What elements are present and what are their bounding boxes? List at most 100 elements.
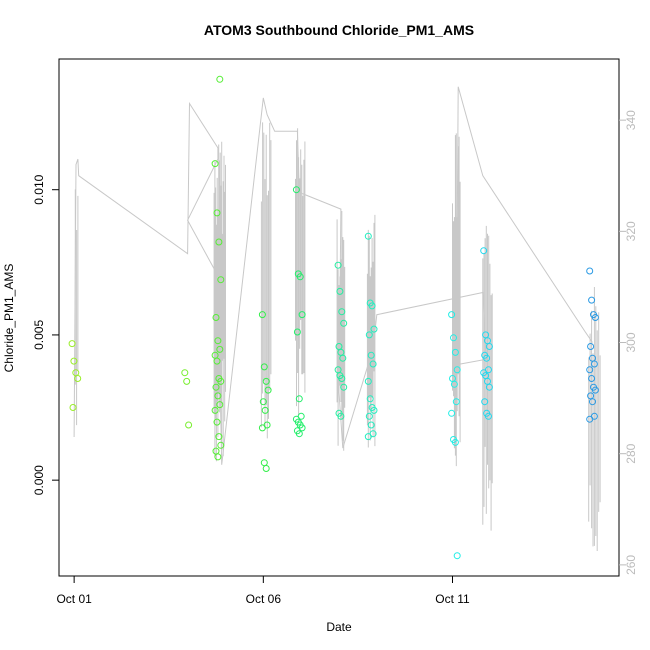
data-point xyxy=(367,351,375,359)
secondary-spike-cluster-2 xyxy=(295,128,306,416)
data-point xyxy=(364,377,372,385)
data-point xyxy=(292,186,300,194)
data-point xyxy=(295,395,303,403)
secondary-series-layer xyxy=(73,86,601,551)
data-point xyxy=(212,314,220,321)
data-point xyxy=(364,433,372,441)
data-point xyxy=(211,406,219,414)
y-axis-label: Chloride_PM1_AMS xyxy=(2,264,16,373)
data-point xyxy=(588,375,596,382)
data-point xyxy=(68,340,76,348)
data-point xyxy=(588,296,596,304)
data-point xyxy=(480,247,488,255)
data-point xyxy=(451,438,459,446)
data-point xyxy=(338,308,346,316)
data-point xyxy=(453,552,461,560)
data-point xyxy=(216,75,224,83)
secondary-spike-cluster-7 xyxy=(588,287,601,551)
data-point xyxy=(217,441,225,449)
data-point xyxy=(591,386,599,394)
y2-tick-label: 320 xyxy=(624,221,638,241)
data-point xyxy=(366,395,374,403)
secondary-series-line xyxy=(73,86,593,465)
data-point xyxy=(365,412,373,420)
x-tick-label: Oct 01 xyxy=(56,592,92,606)
secondary-spike-cluster-3 xyxy=(336,211,346,451)
data-point xyxy=(214,453,222,461)
data-point xyxy=(258,311,266,319)
data-point xyxy=(452,398,460,406)
data-point xyxy=(448,311,456,319)
points-layer xyxy=(68,75,599,560)
data-point xyxy=(70,357,78,365)
data-point xyxy=(587,343,595,350)
y-axis-right: 260 280 300 320 340 xyxy=(619,110,638,575)
data-point xyxy=(260,459,268,467)
data-point xyxy=(262,465,270,472)
data-point xyxy=(368,302,376,310)
y-tick-label: 0.000 xyxy=(32,465,46,495)
data-point xyxy=(214,392,222,400)
data-point xyxy=(485,343,493,350)
data-point xyxy=(370,325,378,333)
secondary-spike-cluster-8 xyxy=(74,189,79,426)
y-axis: 0.000 0.005 0.010 xyxy=(32,174,59,495)
data-point xyxy=(259,398,267,406)
y2-tick-label: 340 xyxy=(624,110,638,130)
data-point xyxy=(181,369,189,377)
data-point xyxy=(450,334,457,342)
data-point xyxy=(215,238,223,246)
data-point xyxy=(217,276,225,284)
y2-tick-label: 280 xyxy=(624,443,638,463)
data-point xyxy=(298,311,306,319)
data-point xyxy=(339,354,347,362)
data-point xyxy=(217,377,225,385)
x-axis-label: Date xyxy=(326,620,352,634)
y-tick-label: 0.005 xyxy=(32,320,46,350)
data-point xyxy=(334,261,342,269)
y-tick-label: 0.010 xyxy=(32,174,46,204)
data-point xyxy=(296,273,304,281)
data-point xyxy=(295,430,303,438)
x-axis: Oct 01 Oct 06 Oct 11 xyxy=(56,575,470,606)
data-point xyxy=(337,412,345,420)
chart-title: ATOM3 Southbound Chloride_PM1_AMS xyxy=(204,22,474,38)
data-point xyxy=(590,360,598,368)
y2-tick-label: 300 xyxy=(624,332,638,352)
data-point xyxy=(483,354,491,362)
data-point xyxy=(293,328,301,336)
data-point xyxy=(586,267,594,275)
data-point xyxy=(453,366,461,374)
data-point xyxy=(216,345,224,353)
data-point xyxy=(260,363,268,371)
data-point xyxy=(364,232,372,240)
secondary-spike-cluster-1 xyxy=(260,122,272,439)
data-point xyxy=(214,337,222,345)
data-point xyxy=(340,319,348,327)
x-tick-label: Oct 06 xyxy=(246,592,282,606)
data-point xyxy=(338,375,346,382)
data-point xyxy=(448,409,456,417)
data-point xyxy=(183,377,191,385)
data-point xyxy=(264,386,272,394)
data-point xyxy=(370,406,378,414)
data-point xyxy=(365,331,373,339)
data-point xyxy=(262,377,270,385)
data-point xyxy=(212,383,220,391)
data-point xyxy=(216,401,224,409)
data-point xyxy=(185,421,193,429)
data-point xyxy=(340,383,348,391)
data-point xyxy=(589,398,596,406)
data-point xyxy=(586,415,594,423)
data-point xyxy=(211,160,219,168)
data-point xyxy=(586,366,594,374)
data-point xyxy=(367,421,375,429)
data-point xyxy=(481,398,489,406)
data-point xyxy=(74,375,82,382)
data-point xyxy=(261,406,269,414)
data-point xyxy=(69,404,77,411)
data-point xyxy=(336,287,344,295)
data-point xyxy=(485,412,492,420)
y2-tick-label: 260 xyxy=(624,555,638,575)
data-point xyxy=(215,433,223,441)
